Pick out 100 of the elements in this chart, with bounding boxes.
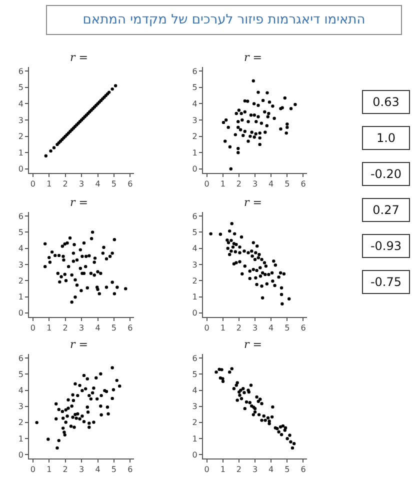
x-tick-label: 3 [252,179,258,188]
point [74,382,77,386]
x-tick-label: 2 [62,465,68,474]
point [246,100,250,103]
point [248,401,252,404]
point [264,418,267,422]
point [78,417,82,420]
point [72,426,76,429]
x-tick-label: 4 [268,179,274,188]
point [252,136,256,139]
point [254,132,258,136]
point [266,91,269,94]
y-tick-label: 0 [192,450,198,460]
x-tick-label: 5 [111,465,116,474]
y-tick-label: 2 [192,132,198,142]
point [230,367,234,370]
point [252,413,256,416]
point [236,150,240,154]
y-tick-label: 2 [18,276,24,286]
point [228,370,232,374]
chart-title: r = [70,196,88,209]
point [236,120,240,124]
point [249,114,253,117]
point [271,405,274,409]
point [271,104,274,108]
point [244,400,248,404]
y-tick-label: 4 [192,244,198,254]
x-tick-label: 3 [79,179,84,188]
chart-title: r = [244,51,262,64]
point [260,122,264,125]
point [243,110,246,114]
point [234,112,238,116]
y-tick-label: 3 [18,260,24,270]
point [229,167,233,170]
y-tick-label: 2 [18,132,24,142]
point [61,416,65,420]
point [220,368,224,372]
y-tick-label: 6 [18,212,24,221]
point [262,414,266,418]
point [242,387,245,390]
point [74,412,77,416]
point [90,391,94,394]
point [92,420,96,424]
point [263,110,266,114]
point [268,100,272,104]
x-tick-label: 6 [300,323,306,332]
point [100,394,103,398]
point [114,84,118,88]
point [106,406,110,409]
point [110,87,114,91]
x-tick-label: 1 [46,323,52,332]
point [290,446,294,450]
point [106,412,110,416]
x-tick-label: 3 [79,323,84,332]
point [261,98,265,102]
x-tick-label: 0 [30,465,36,474]
point [256,90,260,94]
x-tick-label: 2 [62,323,68,332]
x-tick-label: 2 [62,179,68,188]
y-tick-label: 6 [18,66,24,76]
point [88,394,91,398]
y-tick-label: 1 [18,434,24,444]
point [100,413,103,416]
point [255,395,258,399]
point [72,398,76,402]
point [92,386,96,390]
point [256,400,260,403]
point [268,420,271,423]
point [74,416,78,420]
point [286,122,289,126]
y-tick-label: 0 [192,164,198,174]
point [76,412,80,416]
point [35,420,38,424]
y-tick-label: 4 [18,244,24,254]
point [250,130,254,134]
y-tick-label: 3 [192,260,198,270]
text: 0.27 [372,203,400,217]
point [88,422,91,425]
point [66,398,70,402]
point [236,146,240,150]
point [64,420,68,424]
x-tick-label: 6 [300,465,306,474]
point [94,376,98,380]
point [89,397,93,401]
y-tick-label: 1 [192,148,198,158]
point [243,99,246,103]
point [278,425,282,428]
point [236,126,240,129]
point [226,126,230,129]
point [268,422,271,426]
point [238,128,242,132]
point [294,102,297,106]
point [62,430,66,434]
x-tick-label: 1 [220,465,226,474]
x-tick-label: 5 [284,465,290,474]
point [253,410,257,414]
y-tick-label: 1 [18,292,24,302]
x-tick-label: 6 [128,465,133,474]
point [256,104,260,107]
y-tick-label: 4 [18,100,24,108]
